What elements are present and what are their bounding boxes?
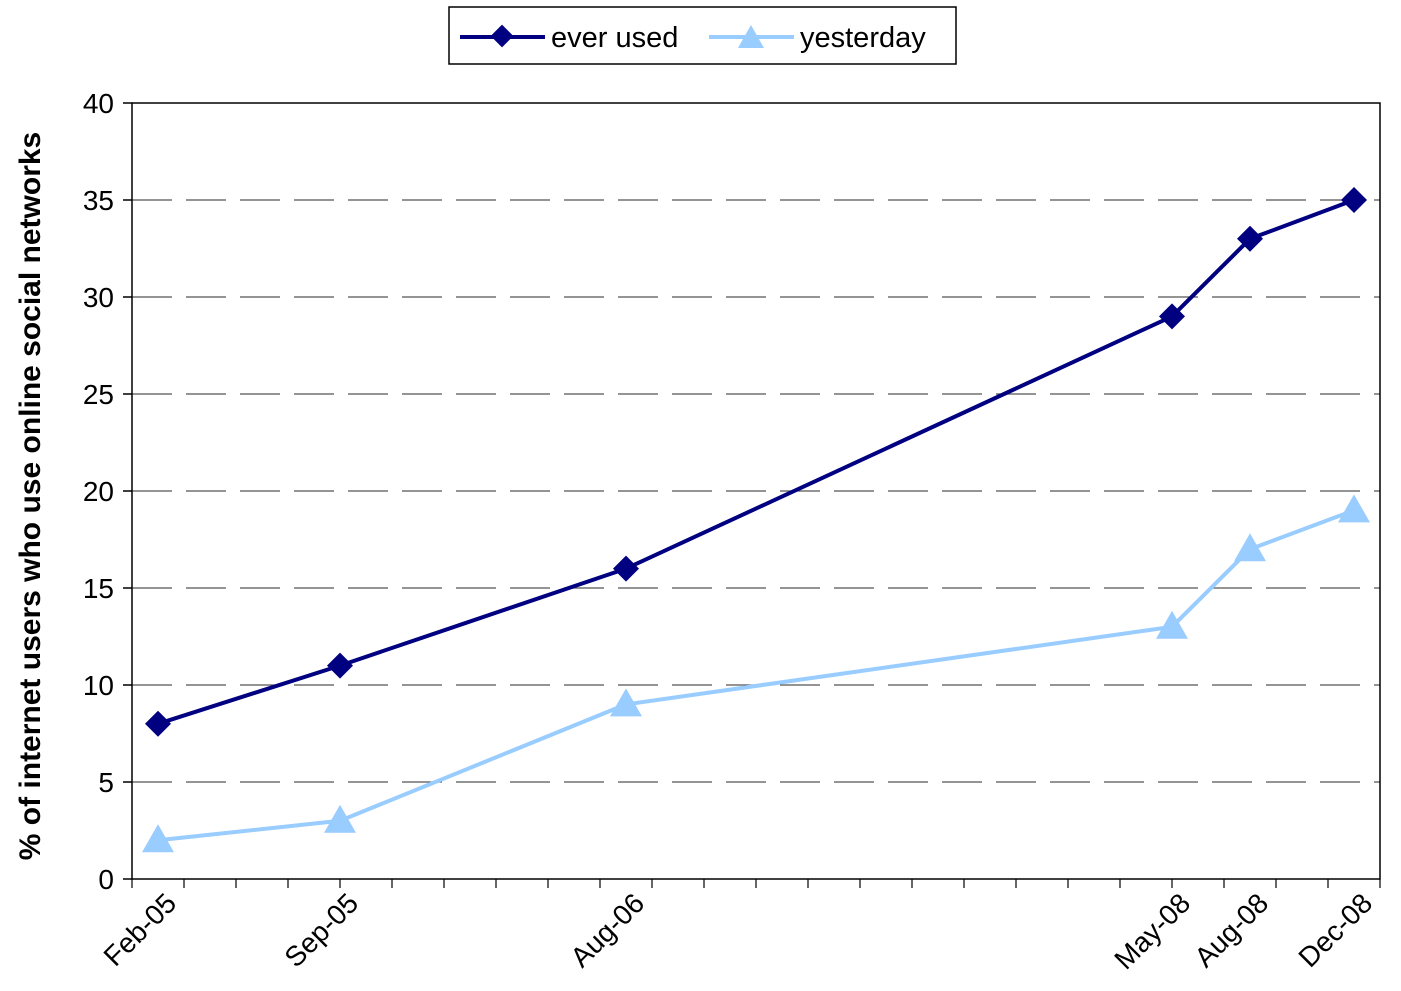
point-ever-used-2 <box>613 555 639 582</box>
point-yesterday-4 <box>1234 533 1266 562</box>
point-yesterday-0 <box>142 824 174 853</box>
point-ever-used-5 <box>1341 187 1367 213</box>
x-tick-label: Aug-08 <box>1188 887 1274 973</box>
point-yesterday-1 <box>324 804 356 833</box>
series-line-0 <box>157 198 1355 726</box>
y-axis-label: % of internet users who use online socia… <box>14 132 47 861</box>
y-tick-label-5: 5 <box>98 767 114 798</box>
legend: ever used yesterday <box>448 6 957 65</box>
series-line-1 <box>157 508 1355 843</box>
x-tick-label: Dec-08 <box>1292 887 1378 973</box>
y-tick-label-35: 35 <box>83 185 114 216</box>
y-tick-label-20: 20 <box>83 476 114 507</box>
y-tick-label-25: 25 <box>83 379 114 410</box>
x-tick-label: Feb-05 <box>98 887 183 972</box>
y-tick-label-30: 30 <box>83 282 114 313</box>
y-tick-label-15: 15 <box>83 573 114 604</box>
x-tick-label: Aug-06 <box>564 887 650 973</box>
point-yesterday-5 <box>1338 494 1370 523</box>
series-lines <box>142 187 1370 853</box>
point-ever-used-0 <box>145 710 171 737</box>
point-ever-used-3 <box>1159 303 1185 330</box>
x-minor-ticks <box>131 879 1381 888</box>
x-tick-label: May-08 <box>1108 887 1196 975</box>
y-tick-label-10: 10 <box>83 670 114 701</box>
point-ever-used-1 <box>327 652 353 679</box>
y-tick-label-40: 40 <box>83 88 114 119</box>
legend-label-yesterday: yesterday <box>800 22 926 54</box>
y-axis-ticks: 0 5 10 15 20 25 30 35 40 <box>83 88 132 895</box>
grid-lines <box>132 199 1380 783</box>
point-yesterday-2 <box>610 688 642 717</box>
y-tick-label-0: 0 <box>98 864 114 895</box>
x-tick-label: Sep-05 <box>278 887 364 973</box>
legend-marker-yesterday <box>738 25 764 48</box>
point-yesterday-3 <box>1156 610 1188 639</box>
point-ever-used-4 <box>1237 225 1263 252</box>
legend-label-ever-used: ever used <box>551 22 678 54</box>
